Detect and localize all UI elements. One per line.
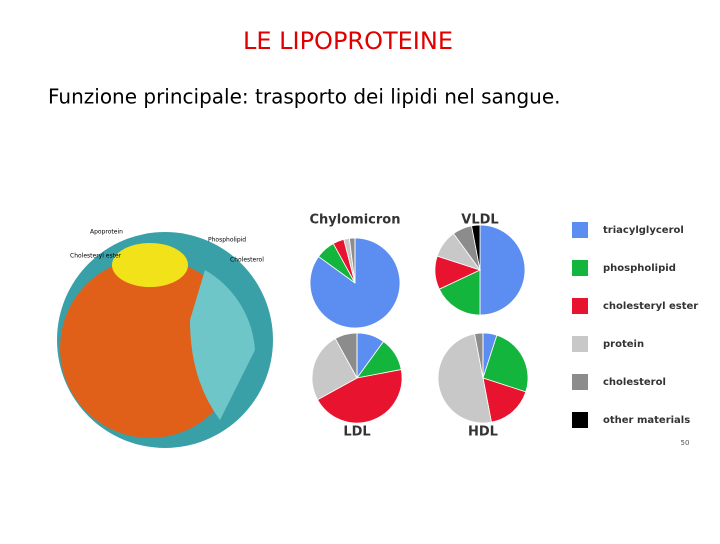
chart-title: HDL — [468, 425, 498, 440]
illustration-label: Apoprotein — [90, 229, 123, 236]
apoprotein — [112, 243, 188, 287]
legend-swatch — [572, 374, 588, 390]
chart-title: Chylomicron — [310, 213, 401, 228]
cholesterol-region — [190, 270, 255, 420]
illustration-label: Phospholipid — [208, 237, 246, 244]
legend-label: cholesterol — [603, 377, 666, 388]
pie-slice — [482, 334, 529, 393]
chart-title: VLDL — [461, 213, 498, 228]
particle-core — [60, 258, 240, 438]
legend-swatch — [572, 336, 588, 352]
pie-slice — [438, 269, 481, 316]
legend-label: cholesteryl ester — [603, 301, 698, 312]
legend-swatch — [572, 260, 588, 276]
legend-label: triacylglycerol — [603, 225, 684, 236]
pie-slice — [479, 224, 526, 316]
legend-swatch — [572, 412, 588, 428]
legend-swatch — [572, 222, 588, 238]
illustration-label: Cholesteryl ester — [70, 253, 122, 260]
pie-slice — [437, 333, 492, 424]
page-number: 50 — [681, 439, 690, 447]
illustration-label: Cholesterol — [230, 257, 264, 264]
legend-label: phospholipid — [603, 263, 676, 274]
pie-slice — [317, 369, 403, 424]
slide-title: LE LIPOPROTEINE — [243, 27, 453, 55]
pie-slice — [311, 338, 358, 401]
legend-swatch — [572, 298, 588, 314]
illustration: Apoprotein Cholesteryl ester Phospholipi… — [57, 229, 273, 448]
pie-slice — [482, 377, 527, 423]
chart-title: LDL — [343, 425, 370, 440]
pie-slice — [471, 224, 481, 271]
slide-subtitle: Funzione principale: trasporto dei lipid… — [48, 85, 561, 109]
legend-label: protein — [603, 339, 644, 350]
legend-label: other materials — [603, 415, 690, 426]
